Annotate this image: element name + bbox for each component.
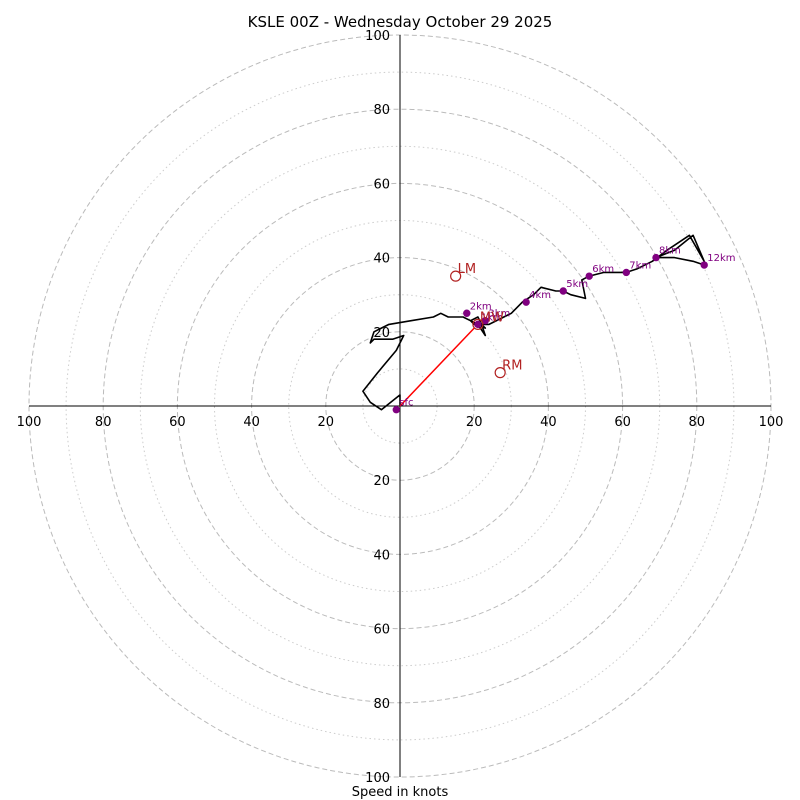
x-axis-label: Speed in knots <box>352 785 449 800</box>
shear-vector <box>399 327 475 407</box>
height-label: 12km <box>707 253 735 264</box>
storm-motion-label: MW <box>480 310 504 325</box>
chart-title: KSLE 00Z - Wednesday October 29 2025 <box>248 13 553 31</box>
height-marker <box>463 309 471 317</box>
height-label: 7km <box>629 260 651 271</box>
height-label: 3km <box>488 309 510 320</box>
height-label: 2km <box>470 301 492 312</box>
x-tick-label: 100 <box>17 415 42 430</box>
x-tick-label: 20 <box>466 415 483 430</box>
x-tick-label: 60 <box>614 415 631 430</box>
storm-motion-label: LM <box>458 262 476 277</box>
shear-vector-line <box>399 327 475 407</box>
height-marker <box>622 268 631 277</box>
y-tick-label: 100 <box>365 771 390 786</box>
y-tick-label: 60 <box>373 177 390 192</box>
height-marker <box>700 261 708 269</box>
y-tick-label: 80 <box>373 103 390 118</box>
height-label: 4km <box>529 290 551 301</box>
wind-trace <box>362 234 706 411</box>
height-label: 5km <box>566 279 588 290</box>
height-marker <box>481 316 490 325</box>
x-tick-label: 80 <box>689 415 706 430</box>
storm-motion-marker <box>472 318 484 330</box>
hodograph-line <box>362 234 706 411</box>
x-tick-label: 60 <box>169 415 186 430</box>
y-tick-label: 80 <box>373 697 390 712</box>
height-label: 6km <box>592 264 614 275</box>
y-tick-label: 100 <box>365 29 390 44</box>
height-marker <box>522 298 530 306</box>
y-tick-label: 40 <box>373 252 390 267</box>
x-tick-label: 40 <box>540 415 557 430</box>
storm-motion-label: RM <box>502 359 522 374</box>
height-marker <box>585 272 593 280</box>
y-tick-label: 40 <box>373 548 390 563</box>
x-tick-label: 20 <box>318 415 335 430</box>
height-marker <box>652 253 660 262</box>
y-tick-label: 20 <box>373 474 390 489</box>
height-marker <box>392 406 400 414</box>
tick-labels: 2020202040404040606060608080808010010010… <box>17 29 784 786</box>
storm-motion-markers: LM RM MW <box>450 262 522 379</box>
storm-motion-marker <box>494 367 506 379</box>
height-label: sfc <box>399 398 413 409</box>
x-tick-label: 80 <box>95 415 112 430</box>
storm-motion-marker <box>450 270 462 282</box>
height-marker <box>474 320 482 329</box>
height-label: 1km <box>481 312 503 323</box>
x-tick-label: 100 <box>759 415 784 430</box>
height-marker <box>559 287 567 295</box>
height-label: 8km <box>659 246 681 257</box>
y-tick-label: 60 <box>373 623 390 638</box>
x-tick-label: 40 <box>243 415 260 430</box>
